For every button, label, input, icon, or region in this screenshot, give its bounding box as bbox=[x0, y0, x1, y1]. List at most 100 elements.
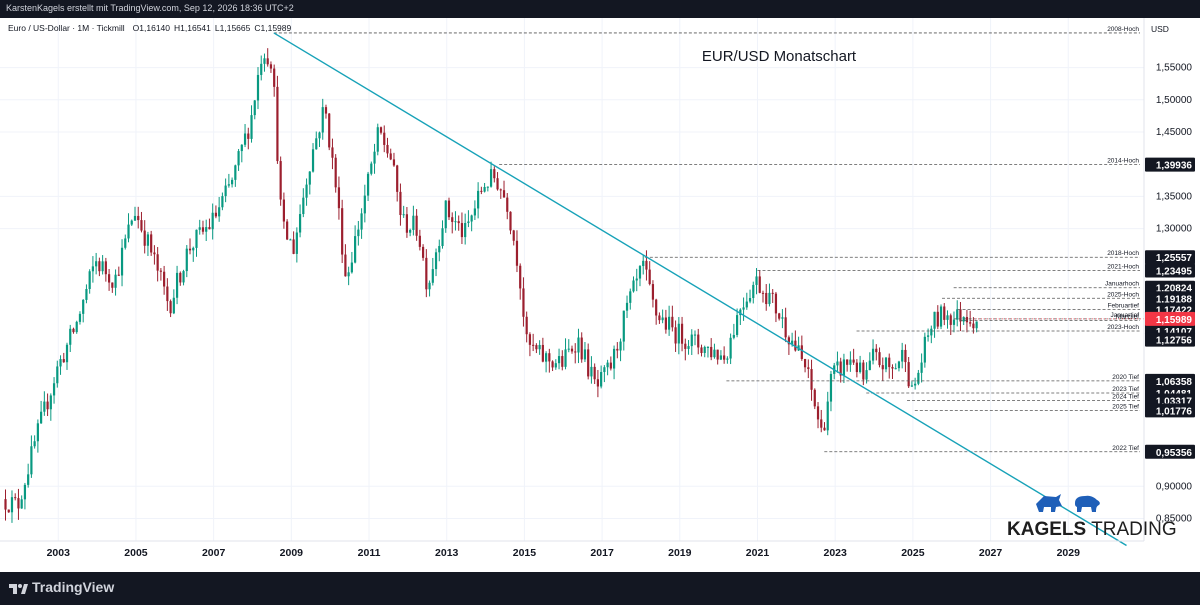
candle bbox=[868, 352, 871, 371]
candle bbox=[535, 343, 538, 354]
tradingview-footer: TradingView bbox=[0, 572, 1200, 605]
candle bbox=[133, 206, 137, 221]
candle bbox=[706, 346, 710, 358]
y-tick-label: 1,50000 bbox=[1156, 95, 1193, 106]
level-label: 2023 Tief bbox=[1112, 386, 1139, 393]
candle bbox=[904, 344, 907, 373]
svg-text:KAGELS TRADING: KAGELS TRADING bbox=[1007, 519, 1177, 540]
candle bbox=[20, 495, 23, 509]
candle bbox=[496, 172, 499, 191]
candle bbox=[826, 391, 829, 436]
candle bbox=[140, 211, 143, 233]
candle bbox=[545, 351, 548, 373]
candle bbox=[130, 219, 133, 227]
candle bbox=[49, 393, 52, 421]
level-label: 2021-Hoch bbox=[1107, 264, 1139, 271]
candle bbox=[551, 360, 554, 372]
candle bbox=[732, 323, 735, 340]
svg-text:1,17422: 1,17422 bbox=[1156, 306, 1193, 317]
candle bbox=[218, 196, 221, 222]
candle bbox=[655, 298, 658, 325]
candle bbox=[477, 182, 480, 219]
candle bbox=[62, 352, 65, 363]
candle bbox=[69, 324, 72, 353]
level-label: 2020 Tief bbox=[1112, 374, 1139, 381]
candle bbox=[765, 284, 768, 311]
candle bbox=[214, 205, 218, 219]
candle bbox=[188, 238, 192, 255]
candle bbox=[470, 214, 473, 232]
x-tick-label: 2025 bbox=[901, 547, 925, 559]
candle bbox=[192, 246, 195, 262]
level-label: 2024 Tief bbox=[1112, 393, 1139, 400]
candle bbox=[758, 269, 761, 294]
candle bbox=[875, 344, 878, 361]
candle bbox=[295, 227, 298, 263]
candle bbox=[318, 131, 321, 147]
candle bbox=[593, 363, 596, 385]
candle bbox=[159, 268, 162, 281]
candle bbox=[755, 268, 758, 295]
symbol-info: Euro / US-Dollar · 1M · Tickmill O1,16140… bbox=[8, 23, 291, 33]
candle bbox=[211, 203, 214, 240]
candle bbox=[865, 362, 868, 384]
candle bbox=[803, 358, 807, 373]
candle bbox=[690, 329, 693, 355]
candle bbox=[567, 339, 570, 353]
candle bbox=[75, 320, 78, 334]
candle bbox=[279, 156, 282, 206]
candle bbox=[36, 419, 39, 453]
candle bbox=[405, 207, 409, 238]
candle bbox=[153, 245, 156, 265]
level-label: Januartief bbox=[1110, 312, 1139, 319]
candle bbox=[638, 265, 642, 287]
candle bbox=[609, 356, 612, 371]
candle bbox=[289, 238, 292, 241]
candle bbox=[855, 359, 858, 378]
candle bbox=[680, 316, 684, 352]
candle bbox=[910, 381, 913, 388]
candle bbox=[256, 67, 260, 110]
x-tick-label: 2017 bbox=[590, 547, 614, 559]
candle bbox=[221, 192, 224, 211]
candle bbox=[143, 220, 146, 254]
candle bbox=[735, 308, 739, 338]
x-tick-label: 2003 bbox=[47, 547, 71, 559]
candle bbox=[120, 239, 124, 287]
y-tick-label: 1,55000 bbox=[1156, 63, 1193, 74]
candle bbox=[878, 347, 881, 368]
candle bbox=[33, 435, 36, 449]
candle bbox=[357, 220, 360, 246]
candle bbox=[713, 343, 716, 359]
downtrend-line[interactable] bbox=[273, 32, 1127, 547]
candle bbox=[30, 435, 33, 478]
candle bbox=[111, 282, 114, 293]
candle bbox=[311, 143, 315, 173]
candle bbox=[298, 204, 302, 238]
candle bbox=[78, 311, 82, 325]
candle bbox=[425, 249, 428, 298]
candle bbox=[739, 308, 742, 326]
candle bbox=[269, 61, 273, 73]
tradingview-brand: TradingView bbox=[32, 579, 115, 595]
candle bbox=[884, 356, 888, 373]
candle bbox=[813, 388, 816, 410]
svg-text:1,12756: 1,12756 bbox=[1156, 336, 1193, 347]
candle bbox=[502, 180, 506, 198]
level-label: 2025 Tief bbox=[1112, 403, 1139, 410]
candle bbox=[266, 48, 269, 67]
candle bbox=[224, 178, 227, 203]
candle bbox=[172, 289, 175, 315]
eurusd-monthly-chart[interactable]: 2008-Hoch 2014-Hoch 2018-Hoch 2021-Hoch Janu… bbox=[0, 18, 1200, 572]
candle bbox=[399, 183, 402, 226]
candle bbox=[166, 278, 169, 311]
svg-text:1,39936: 1,39936 bbox=[1156, 161, 1193, 172]
candle bbox=[596, 369, 599, 398]
candle bbox=[347, 266, 350, 286]
candle bbox=[88, 269, 91, 294]
candle bbox=[302, 188, 305, 218]
y-tick-label: 1,45000 bbox=[1156, 127, 1193, 138]
level-label: 2025-Hoch bbox=[1107, 291, 1139, 298]
price-axis-label: 1,01776 bbox=[1145, 403, 1195, 418]
level-label: 2023-Hoch bbox=[1107, 324, 1139, 331]
